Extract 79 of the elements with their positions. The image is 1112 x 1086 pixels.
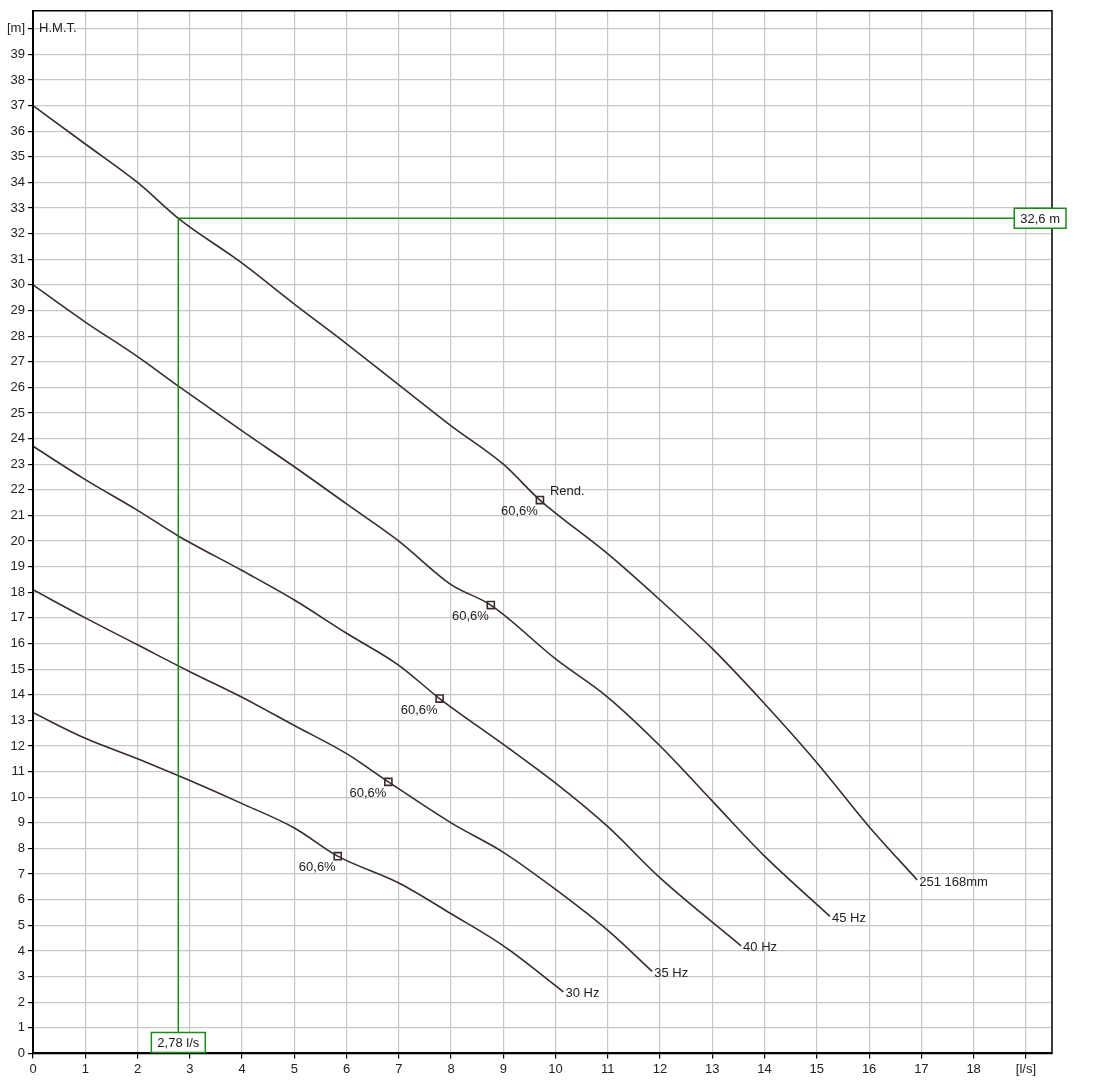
y-tick-label: 17 [10, 609, 26, 625]
y-tick-label: 13 [10, 711, 26, 727]
annotation: 60,6% [501, 503, 539, 519]
y-tick-label: [m] [6, 20, 26, 36]
y-tick-label: 9 [17, 814, 26, 830]
y-tick-label: 18 [10, 583, 26, 599]
y-tick-label: 23 [10, 455, 26, 471]
y-axis-title: H.M.T. [39, 20, 77, 36]
y-tick-label: 30 [10, 276, 26, 292]
y-tick-label: 4 [17, 942, 26, 958]
annotation: 60,6% [400, 701, 439, 717]
x-tick-label: 3 [186, 1060, 194, 1076]
y-tick-label: 19 [10, 558, 26, 574]
annotation: 60,6% [349, 784, 387, 800]
y-tick-label: 32 [10, 225, 26, 241]
y-tick-label: 12 [10, 737, 26, 753]
y-tick-label: 26 [10, 378, 26, 394]
x-tick-label: 0 [29, 1060, 37, 1076]
x-tick-label: 12 [652, 1060, 668, 1076]
annotation: 60,6% [451, 608, 490, 624]
y-tick-label: 39 [10, 45, 26, 61]
line-series [33, 284, 831, 918]
x-tick-label: 9 [499, 1060, 507, 1076]
y-tick-label: 31 [10, 250, 26, 266]
y-tick-label: 5 [17, 916, 26, 932]
x-tick-label: 10 [548, 1060, 563, 1076]
annotation: Rend. [549, 483, 585, 499]
y-tick-label: 8 [17, 840, 26, 856]
line-series [33, 445, 742, 947]
series-label: 251 168mm [919, 873, 988, 889]
x-tick-label: 11 [601, 1060, 615, 1076]
y-tick-label: 24 [10, 430, 26, 446]
x-tick-label: 1 [81, 1060, 89, 1076]
line-series [33, 588, 654, 973]
y-tick-label: 35 [10, 148, 26, 164]
x-tick-label: 13 [705, 1060, 720, 1076]
y-tick-label: 20 [10, 532, 26, 548]
y-tick-label: 15 [10, 660, 26, 676]
x-tick-label: 17 [914, 1060, 929, 1076]
y-tick-label: 3 [17, 968, 26, 984]
y-tick-label: 38 [10, 71, 26, 87]
x-tick-label: 6 [342, 1060, 351, 1076]
series-label: 45 Hz [831, 909, 866, 925]
x-tick-label: 7 [395, 1060, 403, 1076]
y-tick-label: 1 [17, 1019, 26, 1035]
y-tick-label: 2 [17, 993, 26, 1009]
x-tick-label: 15 [809, 1060, 825, 1076]
x-tick-label: 4 [238, 1060, 246, 1076]
x-tick-label: 8 [447, 1060, 455, 1076]
y-tick-label: 0 [17, 1044, 26, 1060]
x-tick-label: 18 [966, 1060, 981, 1076]
y-tick-label: 28 [10, 327, 26, 343]
ref-line-label: 2,78 l/s [157, 1034, 200, 1050]
y-tick-label: 14 [10, 686, 26, 702]
y-tick-label: 29 [10, 302, 26, 318]
x-tick-label: 2 [133, 1060, 142, 1076]
y-tick-label: 6 [17, 891, 26, 907]
series-label: 40 Hz [743, 939, 778, 955]
x-tick-label: [l/s] [1015, 1060, 1036, 1076]
y-tick-label: 21 [10, 507, 26, 523]
series-label: 30 Hz [565, 985, 600, 1001]
x-tick-label: 16 [861, 1060, 877, 1076]
y-tick-label: 11 [11, 763, 26, 779]
line-series [33, 104, 918, 881]
y-tick-label: 37 [10, 97, 26, 113]
y-tick-label: 33 [10, 199, 26, 215]
y-tick-label: 34 [10, 174, 26, 190]
ref-line-label: 32,6 m [1020, 210, 1060, 226]
y-tick-label: 7 [17, 865, 26, 881]
y-tick-label: 16 [10, 635, 26, 651]
y-tick-label: 36 [10, 122, 26, 138]
y-tick-label: 10 [10, 788, 26, 804]
series-label: 35 Hz [654, 965, 689, 980]
x-tick-label: 5 [290, 1060, 298, 1076]
y-tick-label: 22 [10, 481, 26, 497]
x-tick-label: 14 [757, 1060, 772, 1076]
y-tick-label: 27 [10, 353, 26, 369]
y-tick-label: 25 [10, 404, 26, 420]
annotation: 60,6% [298, 859, 337, 875]
